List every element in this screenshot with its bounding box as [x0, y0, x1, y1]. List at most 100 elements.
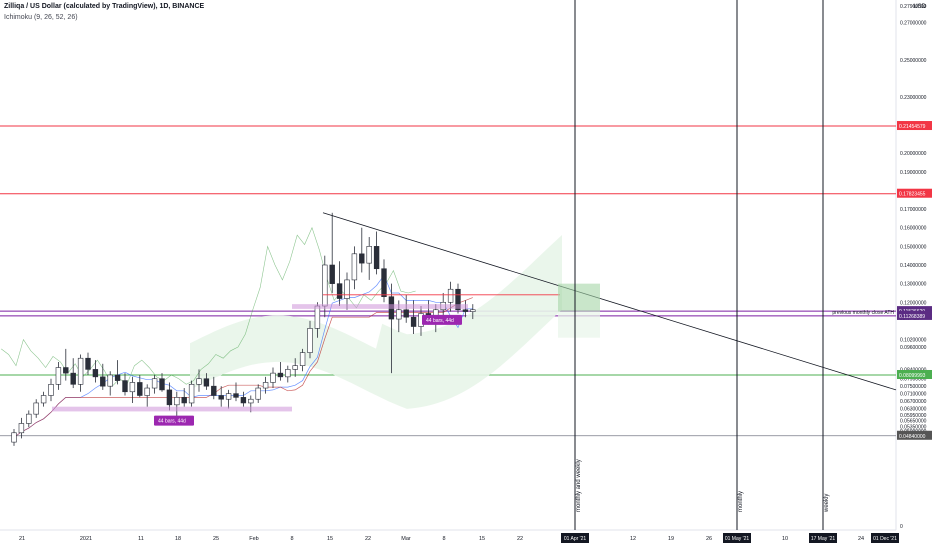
time-marker-tag — [723, 533, 751, 543]
candle-body — [292, 365, 298, 370]
time-marker-tag — [809, 533, 837, 543]
candle-body — [166, 389, 173, 406]
candle-body — [159, 378, 165, 391]
time-marker-label: 01 May '21 — [725, 536, 750, 542]
price-tick-label: 0.17000000 — [900, 207, 927, 213]
price-tick-label: 0.09600000 — [900, 345, 927, 351]
level-price-tag — [897, 306, 932, 316]
candle-body — [262, 382, 269, 389]
vertical-marker-label: weekly — [824, 494, 830, 513]
candle-body — [225, 393, 232, 400]
time-tick-label: 10 — [782, 536, 788, 542]
bars-range-box — [52, 406, 292, 412]
price-tick-label: 0.05950000 — [900, 413, 927, 419]
time-marker-tag — [871, 533, 899, 543]
price-tick-label: 0.13000000 — [900, 282, 927, 288]
candle-body — [114, 374, 121, 381]
candle-body — [70, 372, 76, 385]
time-tick-label: 01 Dec '21 — [873, 536, 897, 542]
price-tick-label: 0.12000000 — [900, 300, 927, 306]
candle-body — [122, 380, 128, 393]
time-tick-label: 12 — [630, 536, 636, 542]
candle-body — [410, 316, 417, 327]
candle-body — [255, 387, 261, 400]
price-tick-label: 0.05350000 — [900, 424, 927, 430]
candle-body — [129, 382, 136, 393]
candle-body — [403, 309, 409, 318]
price-tick-label: 0.07100000 — [900, 392, 927, 398]
price-tick-label: 0.20000000 — [900, 151, 927, 157]
candle-body — [211, 385, 217, 396]
level-price-label: 0.21454579 — [899, 124, 926, 130]
indicator-label: Ichimoku (9, 26, 52, 26) — [4, 14, 78, 21]
candle-body — [107, 374, 113, 387]
time-tick-label: 26 — [706, 536, 712, 542]
vertical-marker-label: monthly and weekly — [576, 459, 582, 512]
time-tick-label: 8 — [442, 536, 445, 542]
price-tick-label: 0.05650000 — [900, 419, 927, 425]
candle-body — [151, 378, 158, 389]
price-tick-label: 0.19000000 — [900, 170, 927, 176]
candle-body — [270, 372, 276, 383]
currency-label: USD — [913, 4, 926, 10]
candle-body — [174, 397, 180, 406]
level-price-tag — [897, 188, 932, 198]
price-tick-label: 0.14000000 — [900, 263, 927, 269]
candle-body — [470, 309, 476, 312]
candle-body — [11, 432, 17, 443]
candle-body — [381, 268, 387, 297]
bars-range-tag — [422, 314, 462, 325]
price-tick-label: 0.06700000 — [900, 399, 927, 405]
price-tick-label: 0.10200000 — [900, 338, 927, 344]
time-tick-label: 21 — [19, 536, 25, 542]
price-tick-label: 0.23000000 — [900, 95, 927, 101]
candle-body — [233, 393, 239, 398]
time-tick-label: 19 — [668, 536, 674, 542]
candle-body — [285, 369, 291, 378]
candle-body — [33, 402, 39, 415]
price-tick-label: 0.27900000 — [900, 4, 927, 10]
level-note: previous monthly close ATH — [832, 310, 894, 316]
candle-body — [48, 384, 54, 396]
trendline — [322, 212, 897, 391]
level-price-tag — [897, 369, 932, 379]
projection-box — [558, 283, 600, 312]
candle-body — [18, 423, 25, 434]
candle-body — [218, 395, 224, 400]
vertical-marker-label: monthly — [738, 491, 744, 512]
candle-body — [248, 398, 254, 404]
candle-body — [92, 369, 99, 378]
time-marker-label: 01 Apr '21 — [564, 536, 587, 542]
time-tick-label: 22 — [365, 536, 371, 542]
candle-body — [396, 309, 402, 320]
time-tick-label: 15 — [327, 536, 333, 542]
candle-body — [307, 328, 313, 353]
time-tick-label: 25 — [213, 536, 219, 542]
candle-body — [137, 382, 143, 396]
time-marker-label: 17 May '21 — [811, 536, 836, 542]
level-price-tag — [897, 310, 932, 320]
candle-body — [100, 376, 106, 387]
candle-body — [447, 288, 454, 303]
candle-body — [329, 264, 335, 284]
time-tick-label: 8 — [290, 536, 293, 542]
time-tick-label: Feb — [249, 536, 258, 542]
candle-body — [40, 395, 47, 404]
candle-body — [351, 253, 358, 281]
candle-body — [196, 378, 202, 385]
time-tick-label: 22 — [517, 536, 523, 542]
bars-range-box — [292, 304, 468, 309]
candle-body — [277, 372, 284, 378]
bars-range-tag — [154, 415, 194, 426]
candle-body — [455, 288, 461, 311]
time-tick-label: 2021 — [80, 536, 92, 542]
ichimoku-cloud — [190, 235, 562, 409]
level-price-label: 0.11268389 — [899, 314, 925, 320]
chart-title: Zilliqa / US Dollar (calculated by Tradi… — [4, 3, 205, 10]
candle-body — [322, 264, 328, 307]
bars-range-label: 44 bars, 44d — [158, 419, 186, 425]
time-tick-label: 15 — [479, 536, 485, 542]
candle-body — [181, 397, 187, 404]
